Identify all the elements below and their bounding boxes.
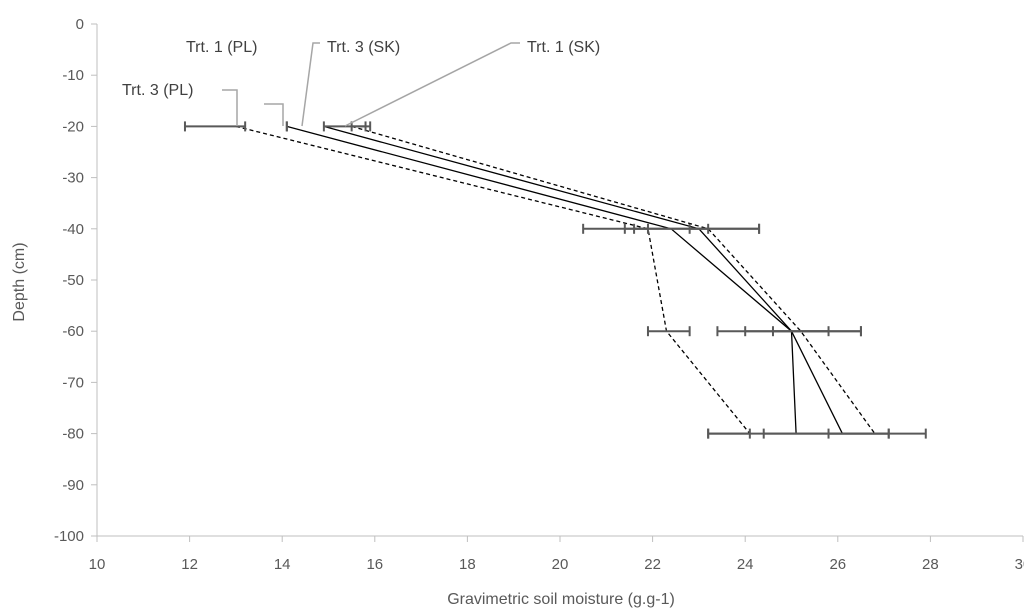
callout-label-1: Trt. 3 (SK) (327, 39, 400, 56)
y-tick-label-10: -100 (54, 528, 84, 545)
y-tick-label-5: -50 (62, 272, 84, 289)
x-tick-label-8: 26 (829, 556, 846, 573)
callout-leader-2 (344, 42, 520, 127)
x-axis-title: Gravimetric soil moisture (g.g-1) (447, 591, 675, 608)
x-tick-label-6: 22 (644, 556, 661, 573)
series-line-1 (235, 125, 751, 435)
series-line-3 (351, 125, 876, 434)
x-tick-label-4: 18 (459, 556, 476, 573)
y-tick-label-7: -70 (62, 374, 84, 391)
y-tick-label-3: -30 (62, 170, 84, 187)
y-tick-label-8: -80 (62, 426, 84, 443)
series-line-0 (286, 125, 843, 434)
callout-label-3: Trt. 3 (PL) (122, 82, 193, 99)
callout-leader-3 (222, 89, 238, 126)
y-tick-label-4: -40 (62, 221, 84, 238)
x-tick-label-0: 10 (89, 556, 106, 573)
x-tick-label-5: 20 (552, 556, 569, 573)
x-tick-label-10: 30 (1015, 556, 1024, 573)
x-tick-label-9: 28 (922, 556, 939, 573)
x-tick-label-3: 16 (366, 556, 383, 573)
callout-leader-1 (301, 42, 320, 127)
x-tick-label-1: 12 (181, 556, 198, 573)
x-tick-label-2: 14 (274, 556, 291, 573)
callout-label-2: Trt. 1 (SK) (527, 39, 600, 56)
y-tick-label-1: -10 (62, 67, 84, 84)
y-tick-label-6: -60 (62, 323, 84, 340)
y-tick-label-0: 0 (76, 16, 84, 33)
x-tick-label-7: 24 (737, 556, 754, 573)
callout-leader-0 (264, 103, 284, 126)
y-tick-label-2: -20 (62, 118, 84, 135)
error-bar-layer (183, 121, 927, 439)
callout-label-0: Trt. 1 (PL) (186, 39, 257, 56)
y-tick-label-9: -90 (62, 477, 84, 494)
series-layer (235, 125, 876, 435)
y-axis-title: Depth (cm) (11, 242, 28, 321)
axes: 0 -10 -20 -30 -40 -50 -60 -70 -80 -90 -100 10 12 14 16… (54, 16, 1024, 573)
callout-layer: Trt. 1 (PL) Trt. 3 (SK) Trt. 1 (SK) Trt. 3 … (122, 39, 600, 127)
series-line-2 (323, 125, 797, 434)
